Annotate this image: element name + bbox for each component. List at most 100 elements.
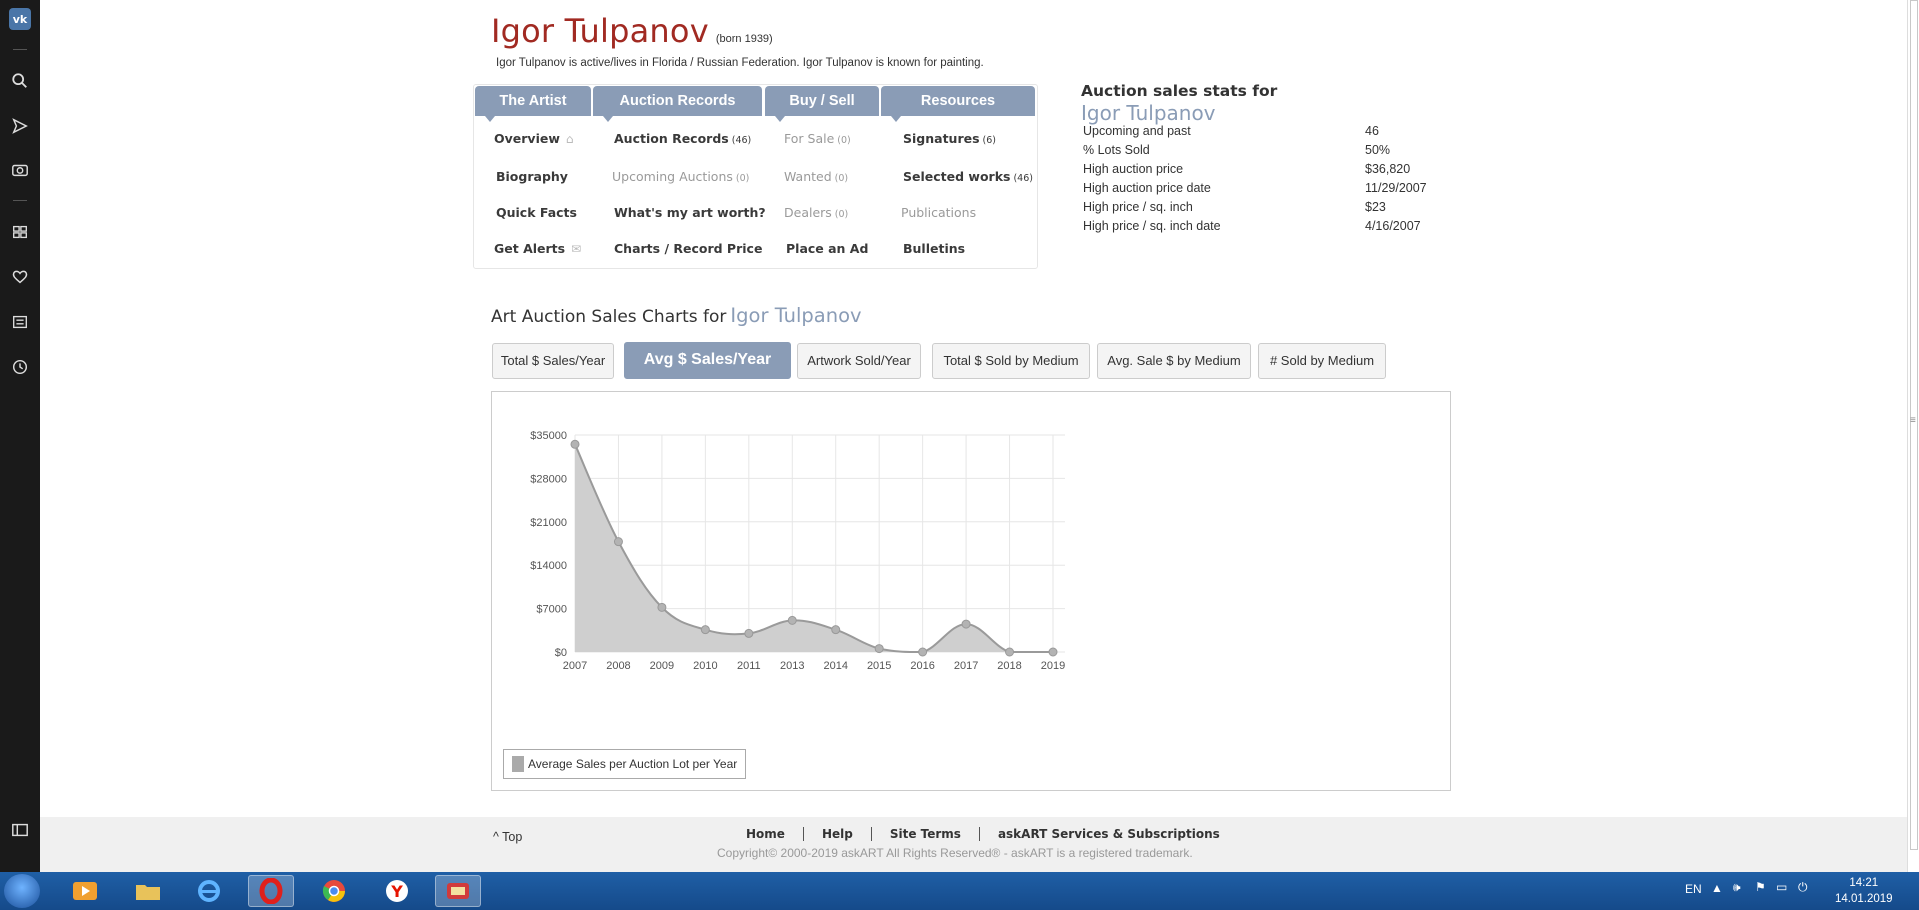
y-tick-label: $35000 — [530, 430, 567, 442]
x-tick-label: 2009 — [650, 660, 674, 672]
chart-button-total-sold-by-medium[interactable]: Total $ Sold by Medium — [932, 343, 1090, 379]
home-icon: ⌂ — [565, 132, 574, 146]
artist-name: Igor Tulpanov — [491, 12, 709, 50]
back-to-top-link[interactable]: ^ Top — [493, 830, 523, 844]
chart-button-artwork-sold-year[interactable]: Artwork Sold/Year — [797, 343, 921, 379]
nav-auction-records[interactable]: Auction Records (46) — [614, 131, 751, 146]
heart-icon[interactable] — [8, 265, 32, 289]
stat-row: High price / sq. inch $23 — [1083, 200, 1483, 214]
media-player-icon[interactable] — [62, 875, 108, 907]
footer-link-site-terms[interactable]: Site Terms — [870, 827, 979, 841]
app-icon[interactable] — [435, 875, 481, 907]
data-point — [700, 625, 710, 635]
search-icon[interactable] — [8, 69, 32, 93]
stat-value: 4/16/2007 — [1365, 219, 1421, 233]
volume-icon[interactable]: 🕪 — [1733, 880, 1741, 894]
nav-overview[interactable]: Overview ⌂ — [494, 131, 574, 146]
page-footer: ^ Top Home Help Site Terms askART Servic… — [40, 817, 1907, 872]
vk-logo-icon[interactable]: vk — [9, 8, 31, 30]
history-icon[interactable] — [8, 355, 32, 379]
chart-button-avg-sales-year[interactable]: Avg $ Sales/Year — [624, 342, 791, 379]
nav-publications[interactable]: Publications — [901, 205, 977, 220]
count-badge: (46) — [731, 135, 752, 146]
stat-label: High price / sq. inch date — [1083, 219, 1221, 233]
sidebar-divider — [13, 49, 27, 50]
charts-heading-text: Art Auction Sales Charts for — [491, 307, 727, 327]
start-button[interactable] — [4, 874, 40, 908]
charts-artist-name[interactable]: Igor Tulpanov — [730, 304, 862, 327]
tab-buy-sell[interactable]: Buy / Sell — [765, 86, 879, 122]
x-tick-label: 2015 — [867, 660, 891, 672]
chart-legend[interactable]: Average Sales per Auction Lot per Year — [503, 749, 747, 779]
opera-icon[interactable] — [248, 875, 294, 907]
tab-the-artist[interactable]: The Artist — [475, 86, 591, 122]
data-point — [1005, 647, 1015, 657]
stat-label: % Lots Sold — [1083, 143, 1150, 157]
yandex-icon[interactable]: Y — [374, 875, 420, 907]
nav-dealers[interactable]: Dealers (0) — [784, 205, 848, 220]
stat-value: 11/29/2007 — [1365, 181, 1427, 195]
nav-signatures[interactable]: Signatures (6) — [903, 131, 996, 146]
camera-icon[interactable] — [8, 158, 32, 182]
footer-link-home[interactable]: Home — [746, 827, 785, 841]
scroll-grip-icon: ≡ — [1910, 415, 1916, 426]
browser-sidebar: vk — [0, 0, 40, 872]
nav-biography[interactable]: Biography — [496, 169, 568, 184]
power-icon[interactable]: ⏻ — [1798, 880, 1808, 894]
stat-row: High price / sq. inch date 4/16/2007 — [1083, 219, 1483, 233]
chart-button-total-sales-year[interactable]: Total $ Sales/Year — [492, 343, 614, 379]
nav-wanted[interactable]: Wanted (0) — [784, 169, 848, 184]
network-icon[interactable]: ▭ — [1776, 880, 1788, 894]
copyright: Copyright© 2000-2019 askART All Rights R… — [717, 846, 1193, 860]
chart-button-avg-sale-by-medium[interactable]: Avg. Sale $ by Medium — [1097, 343, 1251, 379]
footer-link-services[interactable]: askART Services & Subscriptions — [978, 827, 1238, 841]
charts-heading: Art Auction Sales Charts for Igor Tulpano… — [491, 304, 862, 327]
tray-expand-icon[interactable]: ▲ — [1711, 881, 1723, 895]
stat-row: High auction price $36,820 — [1083, 162, 1483, 176]
count-badge: (0) — [834, 173, 849, 184]
nav-whats-my-art-worth[interactable]: What's my art worth? — [614, 205, 766, 220]
language-indicator[interactable]: EN — [1685, 882, 1702, 896]
data-point — [613, 537, 623, 547]
x-tick-label: 2011 — [737, 660, 761, 672]
windows-taskbar: Y EN ▲ 🕪 ⚑ ▭ ⏻ 14:21 14.01.2019 — [0, 872, 1919, 910]
x-tick-label: 2008 — [606, 660, 630, 672]
x-tick-label: 2007 — [563, 660, 587, 672]
nav-for-sale[interactable]: For Sale (0) — [784, 131, 851, 146]
svg-text:Y: Y — [390, 882, 403, 901]
tab-resources[interactable]: Resources — [881, 86, 1035, 122]
panel-icon[interactable] — [8, 818, 32, 842]
nav-auction-records-label: Auction Records — [614, 131, 729, 146]
nav-bulletins[interactable]: Bulletins — [903, 241, 966, 256]
data-point — [874, 644, 884, 654]
envelope-icon: ✉ — [571, 242, 582, 256]
tab-auction-records[interactable]: Auction Records — [593, 86, 762, 122]
stat-row: % Lots Sold 50% — [1083, 143, 1483, 157]
nav-charts-record-price[interactable]: Charts / Record Price — [614, 241, 763, 256]
internet-explorer-icon[interactable] — [186, 875, 232, 907]
count-badge: (0) — [834, 209, 849, 220]
y-tick-label: $21000 — [530, 517, 567, 529]
nav-get-alerts[interactable]: Get Alerts ✉ — [494, 241, 581, 256]
scrollbar-thumb[interactable] — [1910, 0, 1918, 850]
nav-place-an-ad[interactable]: Place an Ad — [786, 241, 869, 256]
clock[interactable]: 14:21 14.01.2019 — [1835, 875, 1893, 907]
nav-upcoming-auctions[interactable]: Upcoming Auctions (0) — [612, 169, 749, 184]
chrome-icon[interactable] — [311, 875, 357, 907]
stat-label: Upcoming and past — [1083, 124, 1191, 138]
nav-dealers-label: Dealers — [784, 205, 832, 220]
footer-link-help[interactable]: Help — [802, 827, 871, 841]
chart-button-sold-by-medium[interactable]: # Sold by Medium — [1258, 343, 1386, 379]
news-icon[interactable] — [8, 310, 32, 334]
stats-artist-name[interactable]: Igor Tulpanov — [1081, 101, 1216, 125]
nav-quick-facts[interactable]: Quick Facts — [496, 205, 577, 220]
legend-swatch — [512, 756, 524, 772]
apps-icon[interactable] — [8, 220, 32, 244]
send-icon[interactable] — [8, 114, 32, 138]
scrollbar[interactable]: ≡ — [1907, 0, 1919, 872]
x-tick-label: 2014 — [823, 660, 847, 672]
folder-icon[interactable] — [125, 875, 171, 907]
nav-selected-works[interactable]: Selected works (46) — [903, 169, 1033, 184]
x-tick-label: 2016 — [910, 660, 934, 672]
flag-icon[interactable]: ⚑ — [1755, 880, 1766, 894]
